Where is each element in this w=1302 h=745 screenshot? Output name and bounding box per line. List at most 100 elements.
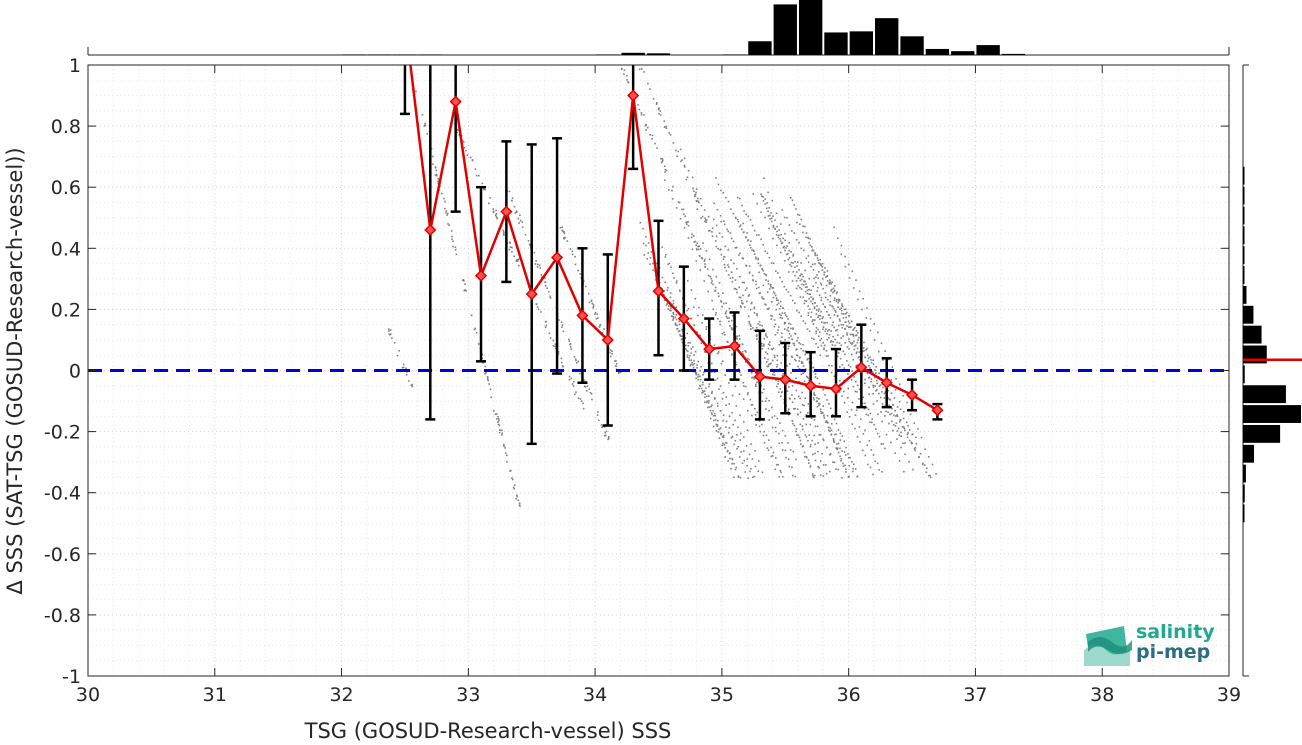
scatter-point <box>753 253 756 255</box>
scatter-point <box>864 356 867 359</box>
right-hist-bar <box>1243 504 1245 523</box>
scatter-point <box>877 331 879 334</box>
right-hist-bar <box>1243 484 1245 503</box>
scatter-point <box>722 302 725 305</box>
scatter-point <box>725 302 727 305</box>
scatter-point <box>584 285 587 288</box>
scatter-point <box>867 463 869 466</box>
scatter-point <box>802 280 805 283</box>
scatter-point <box>811 320 814 323</box>
scatter-point <box>725 396 728 398</box>
scatter-point <box>663 294 665 296</box>
scatter-point <box>727 341 729 343</box>
scatter-point <box>649 134 651 136</box>
scatter-point <box>750 302 753 305</box>
scatter-point <box>807 459 810 461</box>
scatter-point <box>688 357 690 359</box>
scatter-point <box>703 209 706 211</box>
scatter-point <box>765 334 767 337</box>
scatter-point <box>840 459 842 462</box>
scatter-point <box>805 456 808 459</box>
scatter-point <box>669 309 671 312</box>
scatter-point <box>787 347 790 350</box>
top-hist-bar <box>900 36 924 55</box>
scatter-point <box>721 398 724 400</box>
scatter-point <box>743 281 746 284</box>
scatter-point <box>579 273 581 275</box>
scatter-point <box>822 405 824 407</box>
scatter-point <box>846 325 848 327</box>
scatter-point <box>853 376 855 378</box>
scatter-point <box>884 415 886 417</box>
y-tick-label: 1 <box>69 55 81 77</box>
scatter-point <box>681 208 683 211</box>
scatter-point <box>544 277 546 279</box>
scatter-point <box>870 449 873 451</box>
scatter-point <box>902 426 905 428</box>
scatter-point <box>529 244 531 247</box>
scatter-point <box>714 397 716 399</box>
scatter-point <box>882 386 884 389</box>
scatter-point <box>504 452 507 454</box>
scatter-point <box>720 253 723 256</box>
scatter-point <box>852 470 854 473</box>
scatter-point <box>651 262 654 265</box>
scatter-point <box>839 432 842 435</box>
scatter-point <box>534 263 537 265</box>
scatter-point <box>549 295 551 298</box>
scatter-point <box>813 434 816 437</box>
scatter-point <box>880 411 882 413</box>
scatter-point <box>735 246 738 249</box>
scatter-point <box>866 307 868 309</box>
scatter-point <box>855 352 858 355</box>
scatter-point <box>807 305 809 307</box>
scatter-point <box>600 424 603 426</box>
scatter-point <box>826 330 829 332</box>
scatter-point <box>737 220 740 223</box>
scatter-point <box>585 389 588 392</box>
scatter-point <box>872 392 874 395</box>
scatter-point <box>768 344 771 347</box>
scatter-point <box>719 432 722 435</box>
scatter-point <box>537 308 540 311</box>
scatter-point <box>659 114 662 116</box>
y-tick-label: -0.8 <box>44 605 81 627</box>
scatter-point <box>564 236 567 239</box>
scatter-point <box>668 262 671 265</box>
scatter-point <box>815 332 817 335</box>
scatter-point <box>838 318 841 320</box>
scatter-point <box>797 395 800 398</box>
right-hist-bar <box>1243 246 1245 265</box>
scatter-point <box>646 258 648 260</box>
scatter-point <box>816 286 819 289</box>
scatter-point <box>743 306 746 308</box>
scatter-point <box>755 334 758 336</box>
scatter-point <box>819 408 822 411</box>
scatter-point <box>771 406 773 409</box>
scatter-point <box>515 497 517 500</box>
scatter-point <box>728 307 731 310</box>
scatter-point <box>686 356 689 358</box>
scatter-point <box>704 351 706 353</box>
scatter-point <box>928 474 930 477</box>
scatter-point <box>833 289 836 292</box>
scatter-point <box>390 333 392 336</box>
scatter-point <box>808 277 811 280</box>
scatter-point <box>454 249 457 251</box>
scatter-point <box>597 317 599 319</box>
scatter-point <box>804 225 806 228</box>
scatter-point <box>694 195 696 198</box>
scatter-point <box>876 400 878 402</box>
scatter-point <box>661 159 664 162</box>
scatter-point <box>481 182 484 185</box>
scatter-point <box>723 443 726 446</box>
scatter-point <box>742 385 745 387</box>
scatter-point <box>740 374 742 376</box>
scatter-point <box>708 383 711 385</box>
scatter-point <box>877 392 880 395</box>
scatter-point <box>722 360 724 363</box>
scatter-point <box>742 353 744 355</box>
scatter-point <box>594 311 597 314</box>
scatter-point <box>802 349 805 352</box>
scatter-point <box>704 266 707 269</box>
